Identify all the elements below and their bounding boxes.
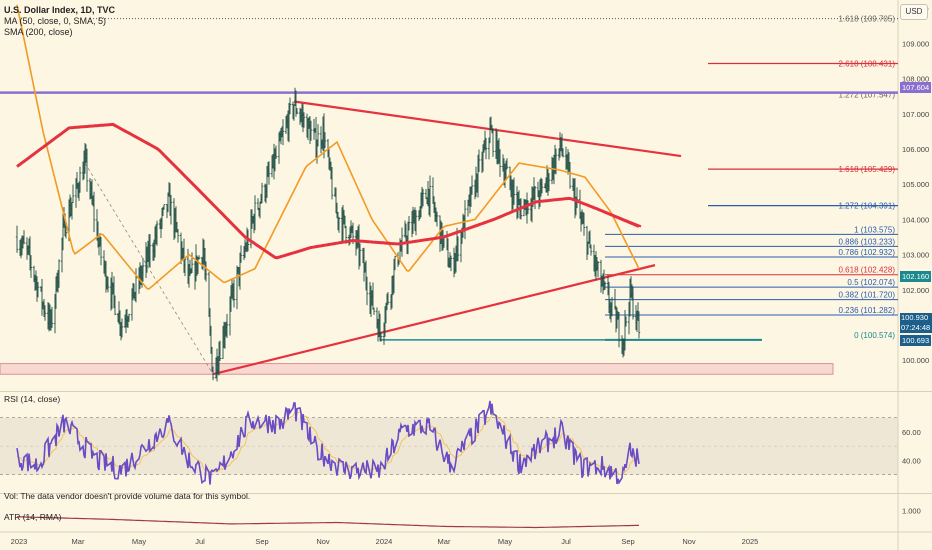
time-axis-tick: Nov — [682, 537, 696, 546]
fib-extension-label: 1.272 (104.391) — [839, 202, 896, 211]
price-axis[interactable]: 101.000102.000103.000104.000105.000106.0… — [902, 4, 929, 515]
countdown-timer: 07:24:48 — [901, 323, 931, 332]
price-axis-tick: 108.000 — [902, 75, 929, 84]
price-axis-tick: 107.000 — [902, 110, 929, 119]
horizontal-line-price-tag: 107.604 — [900, 82, 932, 93]
current-price: 100.930 — [901, 313, 929, 322]
fib-retracement-label: 0.618 (102.428) — [839, 266, 896, 275]
fib-price-tag: 102.160 — [900, 271, 932, 282]
fib-retracement-label: 0.786 (102.932) — [839, 248, 896, 257]
time-axis-tick: Mar — [438, 537, 451, 546]
rsi-axis-tick: 40.00 — [902, 456, 921, 465]
price-axis-tick: 104.000 — [902, 215, 929, 224]
fib-retracement-label: 0 (100.574) — [854, 331, 895, 340]
price-axis-tick: 106.000 — [902, 145, 929, 154]
fib-levels[interactable]: 1 (103.575) 0.886 (103.233) 0.786 (102.932… — [380, 15, 898, 341]
time-axis-tick: 2025 — [742, 537, 759, 546]
price-bars — [15, 87, 641, 382]
atr-axis-tick: 1.000 — [902, 506, 921, 515]
moving-averages — [16, 4, 640, 290]
sma200-legend[interactable]: SMA (200, close) — [4, 27, 73, 37]
trendline-upper-resistance — [293, 100, 682, 158]
time-axis-tick: May — [498, 537, 512, 546]
fib-retracement-label: 0.5 (102.074) — [847, 278, 895, 287]
time-axis-tick: Jul — [561, 537, 571, 546]
support-zone-rect — [0, 363, 834, 375]
atr-pane — [17, 516, 639, 529]
time-axis-tick: Mar — [72, 537, 85, 546]
chart-legend: U.S. Dollar Index, 1D, TVC MA (50, close… — [4, 5, 115, 38]
time-axis-tick: Sep — [255, 537, 268, 546]
volume-note: Vol: The data vendor doesn't provide vol… — [4, 491, 251, 501]
diagonal-dashed-line — [84, 162, 214, 375]
support-zone — [0, 363, 834, 375]
rsi-legend[interactable]: RSI (14, close) — [4, 394, 61, 404]
fib-retracement-label: 0.382 (101.720) — [839, 291, 896, 300]
symbol-title[interactable]: U.S. Dollar Index, 1D, TVC — [4, 5, 116, 15]
time-axis-tick: 2023 — [11, 537, 28, 546]
atr-line — [17, 516, 639, 529]
fib-extension-label: 1.618 (105.429) — [839, 165, 896, 174]
price-axis-tick: 103.000 — [902, 251, 929, 260]
price-axis-tick: 109.000 — [902, 39, 929, 48]
time-axis-tick: 2024 — [376, 537, 393, 546]
fib-retracement-label: 1 (103.575) — [854, 225, 895, 234]
price-axis-tick: 100.000 — [902, 356, 929, 365]
atr-legend[interactable]: ATR (14, RMA) — [4, 512, 62, 522]
current-price-tag: 100.930 07:24:48 — [900, 313, 932, 333]
price-axis-tick: 105.000 — [902, 180, 929, 189]
trendlines[interactable] — [0, 18, 898, 376]
time-axis-tick: Nov — [316, 537, 330, 546]
price-axis-tick: 102.000 — [902, 286, 929, 295]
ma-price-tag: 100.693 — [900, 335, 932, 346]
time-axis-tick: Sep — [621, 537, 634, 546]
rsi-pane — [16, 400, 640, 485]
ma50-legend[interactable]: MA (50, close, 0, SMA, 5) — [4, 16, 107, 26]
fib-extension-label: 1.272 (107.547) — [839, 91, 896, 100]
trendline-lower-support — [212, 264, 656, 376]
currency-button[interactable]: USD — [900, 4, 928, 20]
sma200-line — [16, 122, 640, 260]
fib-retracement-label: 0.886 (103.233) — [839, 237, 896, 246]
rsi-line — [16, 400, 640, 485]
ma50-line — [16, 4, 640, 290]
fib-extension-label: 2.618 (108.431) — [839, 59, 896, 68]
rsi-axis-tick: 60.00 — [902, 428, 921, 437]
time-axis[interactable]: 2023 Mar May Jul Sep Nov 2024 Mar May Jul Sep Nov 20… — [11, 537, 759, 546]
fib-extension-label: 1.618 (109.705) — [839, 15, 896, 24]
fib-retracement-label: 0.236 (101.282) — [839, 306, 896, 315]
time-axis-tick: Jul — [195, 537, 205, 546]
time-axis-tick: May — [132, 537, 146, 546]
